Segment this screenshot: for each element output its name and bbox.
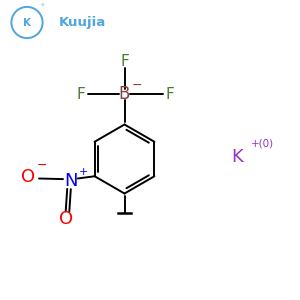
- Text: K: K: [231, 148, 243, 166]
- Text: +: +: [78, 167, 88, 177]
- Text: F: F: [120, 54, 129, 69]
- Text: Kuujia: Kuujia: [58, 16, 106, 29]
- Text: −: −: [132, 79, 142, 92]
- Text: +(0): +(0): [250, 139, 274, 149]
- Text: N: N: [64, 172, 77, 190]
- Text: O: O: [59, 210, 73, 228]
- Text: K: K: [23, 17, 31, 28]
- Text: F: F: [76, 87, 85, 102]
- Text: °: °: [41, 4, 44, 10]
- Text: −: −: [37, 159, 47, 172]
- Text: B: B: [119, 85, 130, 103]
- Text: O: O: [21, 168, 36, 186]
- Text: F: F: [165, 87, 174, 102]
